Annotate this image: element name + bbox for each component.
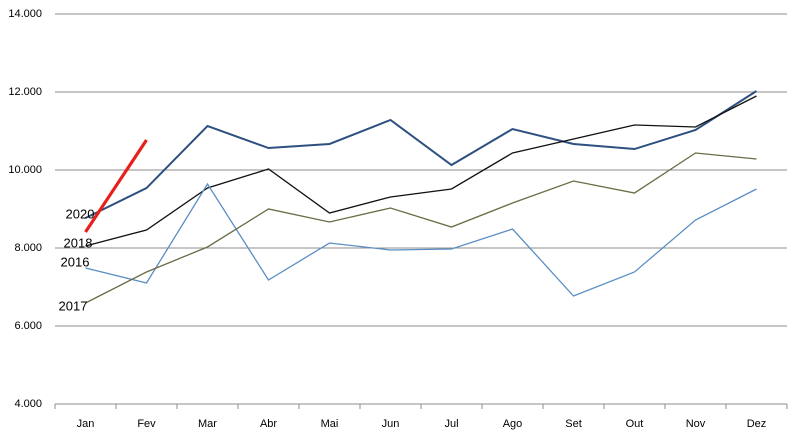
series-label: 2017	[59, 298, 88, 313]
series-line	[84, 139, 148, 233]
y-tick-label: 14.000	[8, 8, 42, 20]
series-line	[85, 90, 758, 219]
x-tick-label: Out	[626, 418, 644, 430]
x-tick-label: Nov	[686, 418, 706, 430]
y-tick-label: 8.000	[14, 242, 42, 254]
x-tick-label: Abr	[260, 418, 277, 430]
x-tick-label: Jan	[77, 418, 95, 430]
x-tick-label: Mai	[321, 418, 339, 430]
y-tick-label: 4.000	[14, 398, 42, 410]
y-tick-label: 6.000	[14, 320, 42, 332]
x-tick-label: Jul	[444, 418, 458, 430]
series-line	[85, 152, 757, 304]
y-tick-label: 12.000	[8, 86, 42, 98]
y-tick-label: 10.000	[8, 164, 42, 176]
x-tick-label: Dez	[747, 418, 767, 430]
x-tick-label: Ago	[503, 418, 523, 430]
x-tick-label: Mar	[198, 418, 217, 430]
x-tick-label: Set	[565, 418, 582, 430]
x-tick-label: Fev	[137, 418, 156, 430]
x-tick-label: Jun	[382, 418, 400, 430]
series-label: 2016	[61, 254, 90, 269]
series-line	[85, 95, 757, 247]
series-line	[85, 182, 757, 297]
series-label: 2020	[66, 206, 95, 221]
series-label: 2018	[64, 235, 93, 250]
